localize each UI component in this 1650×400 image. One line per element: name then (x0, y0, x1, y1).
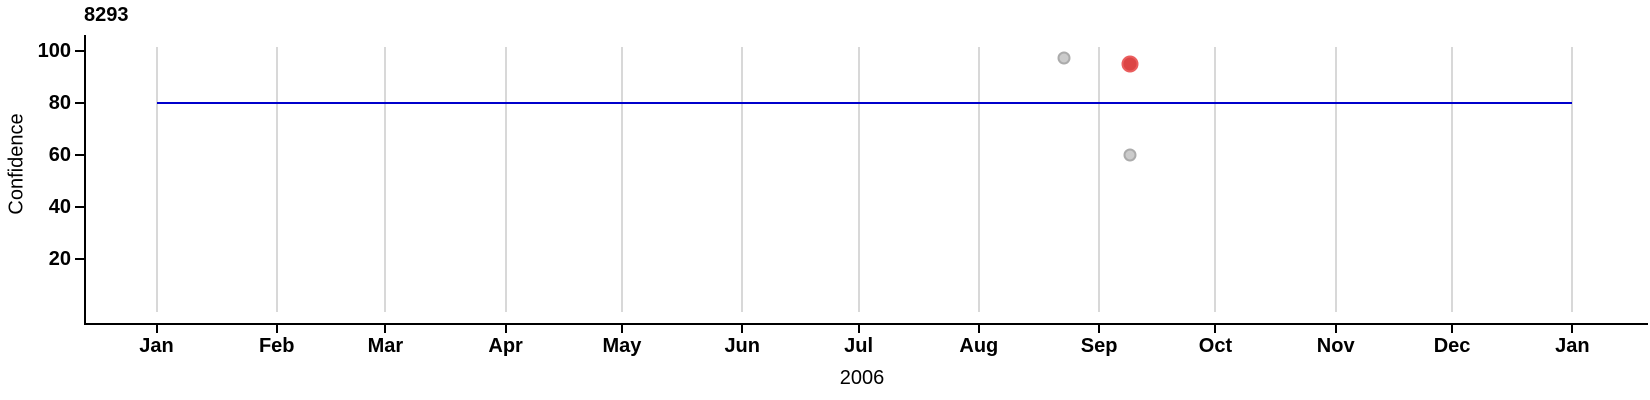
x-tick (977, 324, 980, 333)
y-tick-label: 40 (48, 195, 71, 218)
reference-line (156, 101, 1573, 104)
y-tick-label: 80 (48, 91, 71, 114)
y-tick (75, 101, 85, 104)
x-tick (384, 324, 387, 333)
month-gridline (1334, 47, 1337, 312)
x-tick-label: Jan (139, 335, 174, 357)
x-tick-label: Dec (1433, 335, 1471, 357)
month-gridline (620, 47, 623, 312)
x-tick-label: Oct (1198, 335, 1233, 357)
y-axis-line (84, 35, 86, 325)
x-tick-label: Mar (367, 335, 404, 357)
selected-data-point[interactable] (1121, 55, 1139, 72)
x-tick (857, 324, 860, 333)
x-tick-label: Feb (258, 335, 295, 357)
x-tick-label: Sep (1080, 335, 1118, 357)
chart-title: 8293 (84, 4, 129, 26)
x-tick-label: Aug (959, 335, 999, 357)
month-gridline (275, 47, 278, 312)
x-tick-label: May (602, 335, 642, 357)
month-gridline (1571, 47, 1574, 312)
y-tick-label: 60 (48, 143, 71, 166)
x-tick-label: Jun (724, 335, 760, 357)
x-tick (1098, 324, 1101, 333)
x-axis-label: 2006 (839, 367, 885, 389)
data-point[interactable] (1057, 51, 1071, 65)
x-tick-label: Nov (1316, 335, 1355, 357)
month-gridline (741, 47, 744, 312)
month-gridline (504, 47, 507, 312)
month-gridline (977, 47, 980, 312)
x-tick (1334, 324, 1337, 333)
month-gridline (857, 47, 860, 312)
x-tick (155, 324, 158, 333)
y-tick (75, 257, 85, 260)
y-tick (75, 49, 85, 52)
x-tick (1451, 324, 1454, 333)
x-tick (1571, 324, 1574, 333)
y-tick-label: 20 (48, 247, 71, 270)
data-point[interactable] (1123, 148, 1137, 161)
x-tick (741, 324, 744, 333)
y-tick-label: 100 (37, 39, 71, 62)
x-tick-label: Jul (844, 335, 874, 357)
y-tick (75, 153, 85, 156)
y-tick (75, 205, 85, 208)
month-gridline (155, 47, 158, 312)
x-tick-label: Jan (1555, 335, 1590, 357)
month-gridline (1214, 47, 1217, 312)
month-gridline (1098, 47, 1101, 312)
x-tick-label: Apr (488, 335, 523, 357)
x-tick (504, 324, 507, 333)
x-tick (620, 324, 623, 333)
x-tick (275, 324, 278, 333)
month-gridline (384, 47, 387, 312)
month-gridline (1451, 47, 1454, 312)
x-axis-line (84, 323, 1648, 325)
x-tick (1214, 324, 1217, 333)
